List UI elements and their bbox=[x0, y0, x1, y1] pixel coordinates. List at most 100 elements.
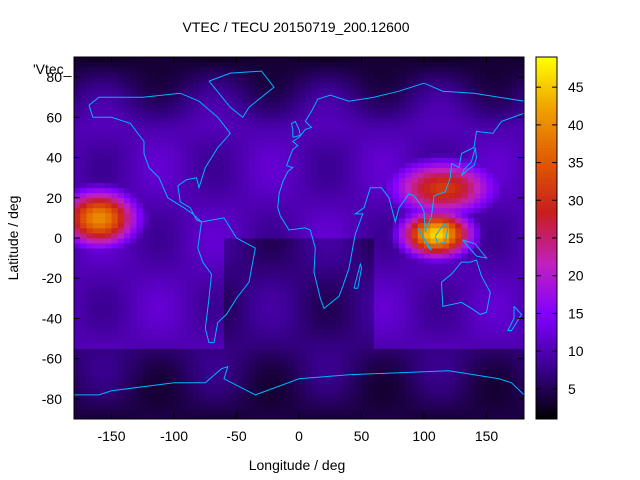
heatmap-cell bbox=[324, 137, 331, 143]
heatmap-cell bbox=[155, 338, 162, 344]
heatmap-cell bbox=[292, 207, 300, 214]
heatmap-cell bbox=[217, 232, 225, 239]
heatmap-cell bbox=[499, 212, 506, 219]
heatmap-cell bbox=[292, 248, 300, 254]
heatmap-cell bbox=[480, 253, 487, 259]
heatmap-cell bbox=[92, 67, 100, 73]
heatmap-cell bbox=[449, 182, 456, 189]
heatmap-cell bbox=[111, 147, 119, 153]
heatmap-cell bbox=[417, 82, 425, 88]
heatmap-cell bbox=[167, 197, 175, 204]
heatmap-cell bbox=[255, 192, 262, 199]
heatmap-cell bbox=[192, 263, 200, 269]
heatmap-cell bbox=[205, 303, 212, 309]
heatmap-cell bbox=[124, 278, 131, 284]
heatmap-cell bbox=[267, 338, 275, 344]
heatmap-cell bbox=[499, 102, 506, 108]
heatmap-cell bbox=[80, 207, 87, 214]
heatmap-cell bbox=[292, 393, 300, 400]
heatmap-cell bbox=[161, 353, 169, 360]
heatmap-cell bbox=[492, 167, 500, 174]
heatmap-cell bbox=[186, 403, 194, 410]
heatmap-cell bbox=[342, 248, 350, 254]
heatmap-cell bbox=[117, 238, 125, 244]
heatmap-cell bbox=[392, 167, 400, 174]
heatmap-cell bbox=[236, 227, 244, 234]
heatmap-cell bbox=[305, 212, 312, 219]
heatmap-cell bbox=[161, 132, 169, 138]
heatmap-cell bbox=[436, 318, 444, 324]
heatmap-cell bbox=[355, 102, 362, 108]
heatmap-cell bbox=[486, 358, 494, 365]
heatmap-cell bbox=[105, 288, 112, 294]
heatmap-cell bbox=[92, 293, 100, 299]
heatmap-cell bbox=[374, 248, 381, 254]
heatmap-cell bbox=[149, 278, 156, 284]
heatmap-cell bbox=[124, 232, 131, 239]
heatmap-cell bbox=[242, 338, 250, 344]
heatmap-cell bbox=[436, 298, 444, 304]
heatmap-cell bbox=[449, 82, 456, 88]
heatmap-cell bbox=[224, 82, 231, 88]
heatmap-cell bbox=[455, 268, 462, 274]
heatmap-cell bbox=[386, 72, 394, 78]
heatmap-cell bbox=[499, 358, 506, 365]
heatmap-cell bbox=[380, 112, 387, 118]
heatmap-cell bbox=[86, 137, 94, 143]
heatmap-cell bbox=[261, 112, 269, 118]
heatmap-cell bbox=[161, 323, 169, 329]
heatmap-cell bbox=[474, 288, 481, 294]
heatmap-cell bbox=[142, 278, 150, 284]
heatmap-cell bbox=[99, 142, 106, 148]
heatmap-cell bbox=[317, 122, 325, 128]
heatmap-cell bbox=[249, 243, 256, 249]
heatmap-cell bbox=[211, 248, 219, 254]
heatmap-cell bbox=[317, 222, 325, 229]
heatmap-cell bbox=[455, 248, 462, 254]
heatmap-cell bbox=[467, 388, 475, 395]
heatmap-cell bbox=[117, 202, 125, 209]
heatmap-cell bbox=[142, 132, 150, 138]
heatmap-cell bbox=[155, 72, 162, 78]
heatmap-cell bbox=[374, 403, 381, 410]
heatmap-cell bbox=[149, 152, 156, 158]
heatmap-cell bbox=[86, 67, 94, 73]
heatmap-cell bbox=[455, 187, 462, 194]
heatmap-cell bbox=[442, 87, 450, 93]
heatmap-cell bbox=[274, 328, 281, 334]
heatmap-cell bbox=[417, 177, 425, 184]
heatmap-cell bbox=[405, 313, 412, 319]
heatmap-cell bbox=[436, 293, 444, 299]
heatmap-cell bbox=[405, 102, 412, 108]
heatmap-cell bbox=[299, 288, 306, 294]
heatmap-cell bbox=[361, 408, 369, 415]
heatmap-cell bbox=[311, 72, 319, 78]
heatmap-cell bbox=[280, 112, 287, 118]
heatmap-cell bbox=[86, 313, 94, 319]
heatmap-cell bbox=[480, 408, 487, 415]
heatmap-cell bbox=[311, 142, 319, 148]
heatmap-cell bbox=[286, 182, 294, 189]
heatmap-cell bbox=[117, 333, 125, 339]
heatmap-cell bbox=[424, 413, 431, 420]
heatmap-cell bbox=[311, 328, 319, 334]
heatmap-cell bbox=[224, 368, 231, 375]
heatmap-cell bbox=[230, 162, 237, 169]
heatmap-cell bbox=[436, 338, 444, 344]
heatmap-cell bbox=[505, 182, 512, 189]
heatmap-cell bbox=[449, 117, 456, 123]
heatmap-cell bbox=[474, 368, 481, 375]
heatmap-cell bbox=[449, 212, 456, 219]
heatmap-cell bbox=[505, 122, 512, 128]
heatmap-cell bbox=[349, 288, 356, 294]
heatmap-cell bbox=[305, 102, 312, 108]
heatmap-cell bbox=[174, 172, 181, 179]
heatmap-cell bbox=[117, 358, 125, 365]
heatmap-cell bbox=[142, 122, 150, 128]
heatmap-cell bbox=[224, 393, 231, 400]
heatmap-cell bbox=[286, 288, 294, 294]
heatmap-cell bbox=[180, 152, 187, 158]
heatmap-cell bbox=[117, 283, 125, 289]
heatmap-cell bbox=[330, 92, 337, 98]
heatmap-cell bbox=[230, 197, 237, 204]
